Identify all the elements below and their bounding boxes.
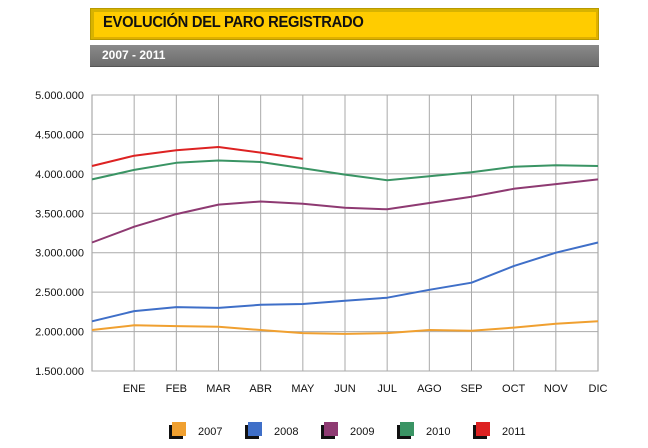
- y-tick-label: 4.000.000: [35, 169, 84, 181]
- chart-title: EVOLUCIÓN DEL PARO REGISTRADO: [103, 14, 364, 31]
- legend-label-2010: 2010: [426, 426, 450, 438]
- legend-label-2008: 2008: [274, 426, 298, 438]
- x-tick-label: SEP: [460, 383, 482, 395]
- x-axis-ticks: ENE FEB MAR ABR MAY JUN JUL AGO SEP OCT NOV DIC: [123, 383, 608, 395]
- legend-swatch-2008: [248, 422, 262, 436]
- x-tick-label: ENE: [123, 383, 146, 395]
- legend-swatch-2007: [172, 422, 186, 436]
- y-tick-label: 3.000.000: [35, 248, 84, 260]
- x-tick-label: AGO: [417, 383, 442, 395]
- y-tick-label: 2.500.000: [35, 287, 84, 299]
- series-lines: [91, 146, 599, 335]
- series-line-2008: [91, 241, 599, 323]
- y-tick-label: 5.000.000: [35, 90, 84, 102]
- y-tick-label: 1.500.000: [35, 366, 84, 378]
- series-line-2007: [91, 320, 599, 335]
- series-line-2010: [91, 159, 599, 182]
- x-tick-label: MAY: [291, 383, 315, 395]
- series-line-2009: [91, 178, 599, 244]
- x-tick-label: OCT: [502, 383, 526, 395]
- legend-swatch-2011: [476, 422, 490, 436]
- y-tick-label: 4.500.000: [35, 129, 84, 141]
- title-banner: EVOLUCIÓN DEL PARO REGISTRADO: [90, 8, 599, 40]
- legend-swatch-2010: [400, 422, 414, 436]
- x-tick-label: JUL: [377, 383, 397, 395]
- legend-swatch-2009: [324, 422, 338, 436]
- legend: 2007 2008 2009 2010 2011: [169, 422, 526, 439]
- x-tick-label: DIC: [589, 383, 608, 395]
- y-tick-label: 3.500.000: [35, 208, 84, 220]
- y-tick-label: 2.000.000: [35, 327, 84, 339]
- chart-subtitle: 2007 - 2011: [102, 48, 166, 62]
- y-axis-ticks: 1.500.000 2.000.000 2.500.000 3.000.000 3.50…: [35, 90, 84, 378]
- legend-label-2011: 2011: [502, 426, 526, 438]
- x-tick-label: FEB: [166, 383, 187, 395]
- series-line-2011: [91, 146, 303, 167]
- x-tick-label: MAR: [206, 383, 231, 395]
- legend-label-2009: 2009: [350, 426, 374, 438]
- subtitle-banner: 2007 - 2011: [90, 45, 599, 67]
- grid: [91, 94, 599, 372]
- x-tick-label: JUN: [334, 383, 355, 395]
- legend-label-2007: 2007: [198, 426, 222, 438]
- x-tick-label: ABR: [249, 383, 272, 395]
- x-tick-label: NOV: [544, 383, 569, 395]
